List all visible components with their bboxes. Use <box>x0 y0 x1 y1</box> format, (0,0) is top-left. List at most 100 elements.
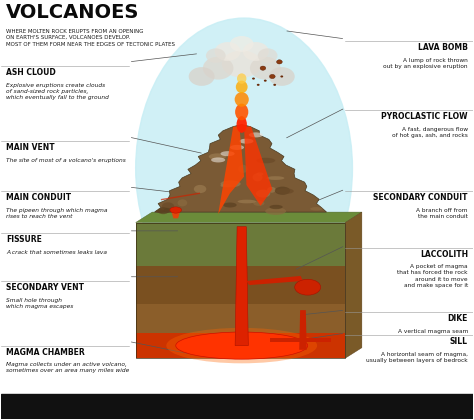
Ellipse shape <box>250 57 281 80</box>
Polygon shape <box>171 210 181 218</box>
Ellipse shape <box>253 201 264 206</box>
Ellipse shape <box>220 184 232 187</box>
Ellipse shape <box>273 84 276 86</box>
Ellipse shape <box>239 139 254 144</box>
Ellipse shape <box>266 176 284 180</box>
Ellipse shape <box>267 187 276 193</box>
Text: SECONDARY CONDUIT: SECONDARY CONDUIT <box>374 193 468 202</box>
Polygon shape <box>218 126 244 214</box>
Ellipse shape <box>223 202 237 207</box>
Text: WHERE MOLTEN ROCK ERUPTS FROM AN OPENING
ON EARTH'S SURFACE, VOLCANOES DEVELOP.
: WHERE MOLTEN ROCK ERUPTS FROM AN OPENING… <box>6 29 175 47</box>
Ellipse shape <box>211 158 225 163</box>
Text: FISSURE: FISSURE <box>6 235 42 244</box>
Text: ASH CLOUD: ASH CLOUD <box>6 68 56 77</box>
Ellipse shape <box>270 74 275 79</box>
Text: LAVA BOMB: LAVA BOMB <box>418 43 468 52</box>
Polygon shape <box>346 212 362 358</box>
Text: The pipeen through which magma
rises to reach the vent: The pipeen through which magma rises to … <box>6 208 108 219</box>
Ellipse shape <box>237 116 247 133</box>
Ellipse shape <box>257 84 260 86</box>
Text: A horizontal seam of magma,
usually between layers of bedrock: A horizontal seam of magma, usually betw… <box>366 352 468 363</box>
Polygon shape <box>244 126 273 206</box>
Ellipse shape <box>155 209 165 213</box>
Ellipse shape <box>209 153 226 160</box>
Ellipse shape <box>243 42 269 61</box>
Text: VOLCANOES: VOLCANOES <box>6 3 139 23</box>
Bar <box>1 394 473 419</box>
Text: A crack that sometimes leaks lava: A crack that sometimes leaks lava <box>6 249 107 255</box>
Ellipse shape <box>220 180 241 187</box>
Polygon shape <box>235 227 248 346</box>
Ellipse shape <box>236 81 247 93</box>
Text: A branch off from
the main conduit: A branch off from the main conduit <box>416 208 468 219</box>
Ellipse shape <box>264 80 267 82</box>
Text: A vertical magma seam: A vertical magma seam <box>398 329 468 334</box>
Ellipse shape <box>206 48 226 63</box>
Ellipse shape <box>277 60 282 64</box>
Ellipse shape <box>235 92 249 107</box>
Ellipse shape <box>215 42 240 61</box>
Text: SECONDARY VENT: SECONDARY VENT <box>6 283 84 292</box>
Text: The site of most of a volcano's eruptions: The site of most of a volcano's eruption… <box>6 158 126 163</box>
Text: SILL: SILL <box>450 337 468 346</box>
Ellipse shape <box>310 207 323 210</box>
Ellipse shape <box>260 66 266 70</box>
Ellipse shape <box>157 207 169 214</box>
Ellipse shape <box>249 132 263 137</box>
Ellipse shape <box>166 328 317 363</box>
Polygon shape <box>299 310 307 350</box>
Ellipse shape <box>265 207 286 215</box>
Text: MAGMA CHAMBER: MAGMA CHAMBER <box>6 348 85 357</box>
Text: PYROCLASTIC FLOW: PYROCLASTIC FLOW <box>382 112 468 121</box>
Ellipse shape <box>230 36 254 52</box>
Ellipse shape <box>178 200 187 207</box>
Text: Small hole through
which magma escapes: Small hole through which magma escapes <box>6 298 73 309</box>
Polygon shape <box>136 304 346 333</box>
Ellipse shape <box>176 332 308 359</box>
Ellipse shape <box>269 67 295 86</box>
Ellipse shape <box>238 165 248 173</box>
Polygon shape <box>235 227 248 346</box>
Polygon shape <box>136 333 346 358</box>
Text: alamy: alamy <box>11 403 44 413</box>
Ellipse shape <box>237 74 246 84</box>
Ellipse shape <box>235 104 248 120</box>
Text: MAIN VENT: MAIN VENT <box>6 143 55 152</box>
Ellipse shape <box>252 78 255 80</box>
Polygon shape <box>270 338 331 342</box>
Ellipse shape <box>170 207 182 213</box>
Polygon shape <box>136 266 346 304</box>
Ellipse shape <box>280 76 283 78</box>
Text: Image ID: T1FTN5
www.alamy.com: Image ID: T1FTN5 www.alamy.com <box>402 403 446 414</box>
Ellipse shape <box>256 158 275 163</box>
Text: DIKE: DIKE <box>447 314 468 323</box>
Ellipse shape <box>203 57 234 80</box>
Polygon shape <box>155 124 327 212</box>
Ellipse shape <box>237 200 256 203</box>
Ellipse shape <box>256 190 270 197</box>
Text: A pocket of magma
that has forced the rock
around it to move
and make space for : A pocket of magma that has forced the ro… <box>397 264 468 288</box>
Text: LACCOLITH: LACCOLITH <box>420 249 468 259</box>
Ellipse shape <box>258 48 277 63</box>
Ellipse shape <box>220 151 235 156</box>
Text: A lump of rock thrown
out by an explosive eruption: A lump of rock thrown out by an explosiv… <box>383 58 468 69</box>
Polygon shape <box>246 276 303 285</box>
Polygon shape <box>136 223 346 266</box>
Polygon shape <box>136 212 362 223</box>
Ellipse shape <box>269 205 283 209</box>
Ellipse shape <box>189 67 215 86</box>
Ellipse shape <box>230 145 244 150</box>
Ellipse shape <box>222 50 262 78</box>
Ellipse shape <box>136 18 353 318</box>
Text: MAIN CONDUIT: MAIN CONDUIT <box>6 193 71 202</box>
Ellipse shape <box>275 186 290 195</box>
Ellipse shape <box>164 208 172 213</box>
Ellipse shape <box>194 185 206 193</box>
Ellipse shape <box>162 202 174 210</box>
Ellipse shape <box>295 279 320 295</box>
Ellipse shape <box>253 173 263 181</box>
Text: Explosive eruptions create clouds
of sand-sized rock particles,
which eventually: Explosive eruptions create clouds of san… <box>6 83 109 100</box>
Ellipse shape <box>256 172 264 176</box>
Ellipse shape <box>276 188 294 194</box>
Text: Magma collects under an active volcano,
sometimes over an area many miles wide: Magma collects under an active volcano, … <box>6 362 129 373</box>
